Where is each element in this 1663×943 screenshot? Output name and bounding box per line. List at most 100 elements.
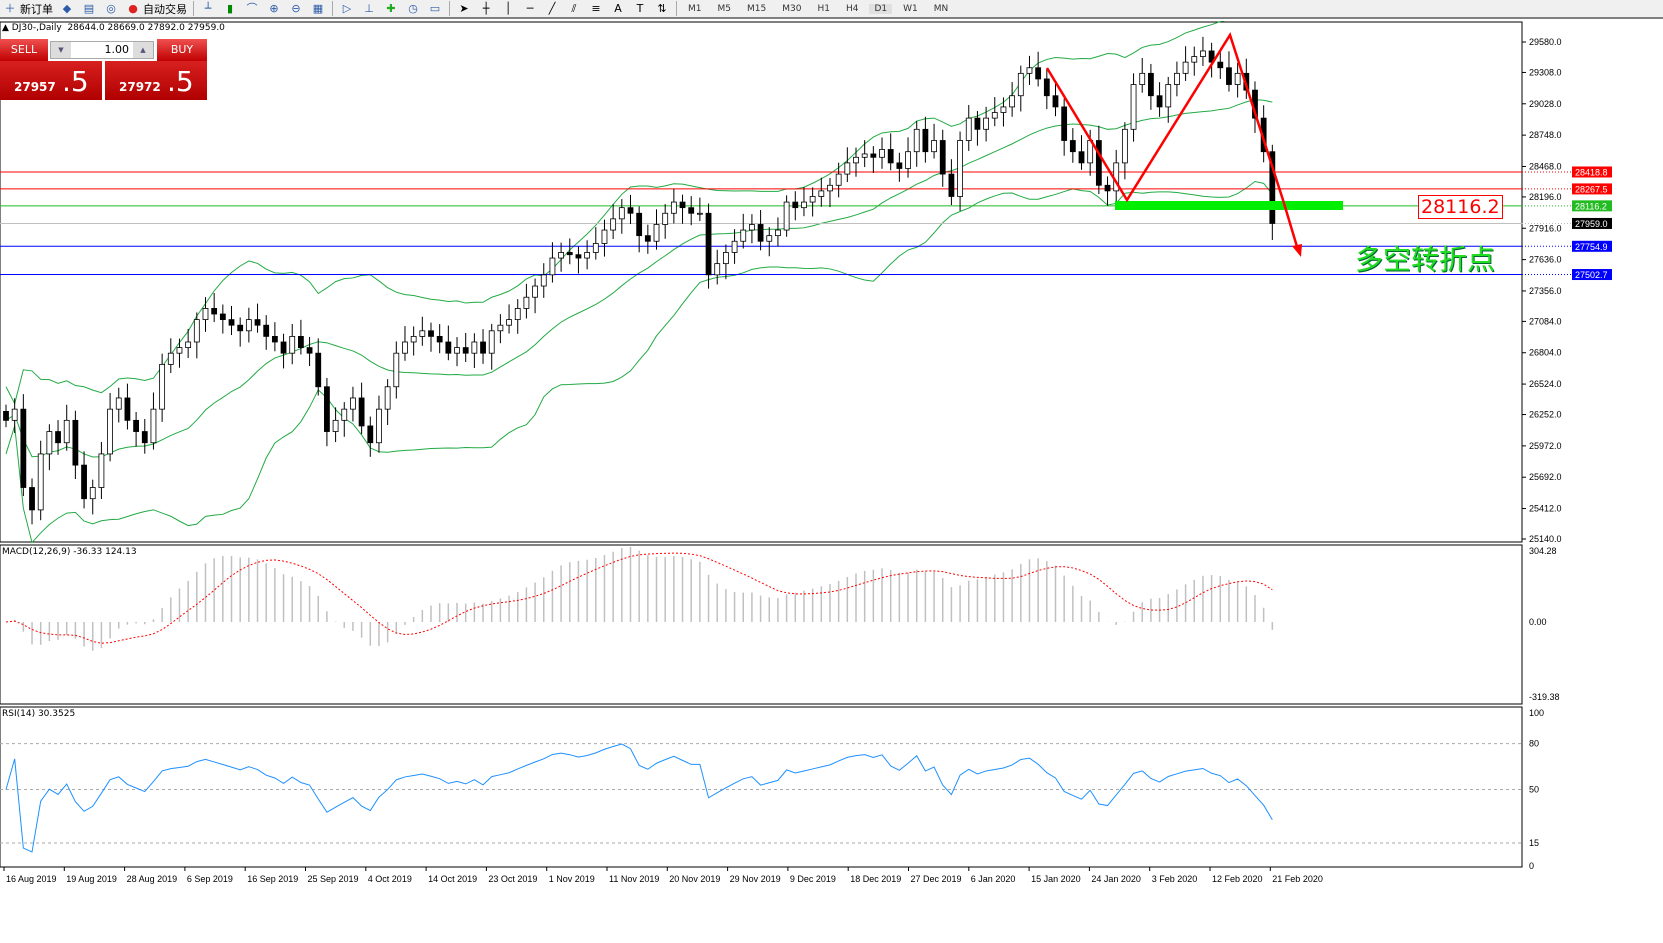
timeframe-m15[interactable]: M15 xyxy=(747,3,767,14)
periods-icon[interactable]: ◷ xyxy=(408,1,418,15)
price-axis-label: 26252.0 xyxy=(1529,410,1562,420)
candle-body xyxy=(1217,61,1224,69)
trendline-icon[interactable]: ╱ xyxy=(548,1,556,15)
candle-body xyxy=(133,419,140,432)
price-axis-label: 29580.0 xyxy=(1529,37,1562,47)
candle-body xyxy=(488,330,495,354)
candle-body xyxy=(991,112,998,119)
buy-button[interactable]: BUY xyxy=(157,39,207,61)
new-order-icon: ＋ xyxy=(4,1,16,15)
candle-body xyxy=(1269,151,1276,224)
price-axis-label: 29308.0 xyxy=(1529,67,1562,77)
vertical-line-icon[interactable]: │ xyxy=(504,1,512,15)
candle-body xyxy=(332,419,339,432)
candle-body xyxy=(185,341,192,348)
candle-body xyxy=(757,224,764,242)
zoom-in-icon[interactable]: ⊕ xyxy=(269,1,279,15)
timeframe-w1[interactable]: W1 xyxy=(903,3,918,14)
date-axis-label: 24 Jan 2020 xyxy=(1091,874,1141,884)
autoscroll-icon[interactable]: ▷ xyxy=(342,1,352,15)
tile-icon[interactable]: ▦ xyxy=(312,1,324,15)
candle-body xyxy=(1121,128,1128,164)
date-axis-label: 27 Dec 2019 xyxy=(911,874,962,884)
candle-body xyxy=(150,408,157,444)
rsi-axis-label: 15 xyxy=(1529,838,1539,848)
price-axis-label: 27916.0 xyxy=(1529,223,1562,233)
timeframe-m5[interactable]: M5 xyxy=(717,3,732,14)
price-level-value: 27502.7 xyxy=(1575,270,1608,280)
zoom-out-icon[interactable]: ⊖ xyxy=(291,1,301,15)
candle-body xyxy=(939,140,946,175)
date-axis-label: 29 Nov 2019 xyxy=(730,874,781,884)
candle-body xyxy=(1234,72,1241,85)
candle-body xyxy=(627,207,634,214)
terminal-icon[interactable]: ▤ xyxy=(83,1,95,15)
candle-body xyxy=(1174,72,1180,85)
crosshair-icon[interactable]: ┼ xyxy=(482,1,490,15)
templates-icon[interactable]: ▭ xyxy=(429,1,441,15)
timeframe-h1[interactable]: H1 xyxy=(817,3,830,14)
candle-body xyxy=(341,408,348,421)
sell-button[interactable]: SELL xyxy=(0,39,48,61)
candle-body xyxy=(801,201,807,209)
candle-body xyxy=(931,140,937,153)
decrease-lot-icon[interactable]: ▼ xyxy=(51,42,71,58)
line-chart-icon[interactable]: ⌒ xyxy=(246,1,258,15)
candlestick-icon[interactable]: ▮ xyxy=(226,1,234,15)
timeframe-mn[interactable]: MN xyxy=(933,3,949,14)
rsi-panel-frame xyxy=(0,706,1523,868)
candle-body xyxy=(1226,67,1232,85)
increase-lot-icon[interactable]: ▲ xyxy=(133,42,153,58)
candle-body xyxy=(835,173,842,186)
symbol-label: DJ30-,Daily xyxy=(11,23,62,33)
auto-trading-button[interactable]: ● 自动交易 xyxy=(125,1,187,17)
timeframe-h4[interactable]: H4 xyxy=(845,3,859,14)
candle-body xyxy=(653,224,660,242)
lot-size-input[interactable]: 1.00 xyxy=(104,43,130,56)
indicators-icon[interactable]: ✚ xyxy=(386,1,396,15)
candle-body xyxy=(749,224,755,231)
pivot-point-text[interactable]: 多空转折点 xyxy=(1355,243,1496,276)
text-label-icon[interactable]: T xyxy=(636,1,644,15)
candle-body xyxy=(141,431,148,444)
pivot-level-label[interactable]: 28116.2 xyxy=(1418,195,1503,219)
candle-body xyxy=(705,212,712,276)
price-chart[interactable]: 29580.0 29308.0 29028.0 28748.0 28468.0 28196… xyxy=(0,21,1663,891)
horizontal-line-icon[interactable]: ─ xyxy=(526,1,534,15)
fibonacci-icon[interactable]: ≡ xyxy=(591,1,601,15)
new-order-button[interactable]: ＋ 新订单 xyxy=(2,1,54,17)
text-icon[interactable]: A xyxy=(614,1,622,15)
candle-body xyxy=(1026,67,1033,74)
candle-body xyxy=(410,335,417,343)
pivot-zone-bar xyxy=(1115,201,1343,210)
candle-body xyxy=(176,347,183,354)
candle-body xyxy=(107,408,113,455)
candle-body xyxy=(1147,72,1154,97)
candle-body xyxy=(98,453,105,488)
date-axis-label: 11 Nov 2019 xyxy=(609,874,659,884)
candle-body xyxy=(384,386,391,410)
price-level-tag xyxy=(1572,269,1612,281)
bar-chart-icon[interactable]: ┴ xyxy=(204,1,212,15)
equidistant-channel-icon[interactable]: ⫽ xyxy=(571,1,577,15)
candle-body xyxy=(644,235,651,242)
signal-icon[interactable]: ◎ xyxy=(106,1,116,15)
candle-body xyxy=(1078,151,1085,164)
timeframe-m1[interactable]: M1 xyxy=(688,3,702,14)
price-axis-label: 25412.0 xyxy=(1529,504,1562,514)
candle-body xyxy=(159,363,166,410)
timeframe-d1[interactable]: D1 xyxy=(869,3,893,14)
arrows-icon[interactable]: ⇅ xyxy=(657,1,667,15)
candle-body xyxy=(1156,95,1163,108)
buy-price[interactable]: 27972 .5 xyxy=(105,61,207,100)
timeframe-m30[interactable]: M30 xyxy=(782,3,802,14)
candle-body xyxy=(696,212,703,215)
candle-body xyxy=(1009,95,1016,108)
history-icon[interactable]: ◆ xyxy=(62,1,72,15)
cursor-icon[interactable]: ➤ xyxy=(459,1,469,15)
sell-price[interactable]: 27957 .5 xyxy=(0,61,102,100)
candle-body xyxy=(714,263,721,276)
chart-shift-icon[interactable]: ⊥ xyxy=(364,1,374,15)
date-axis-label: 21 Feb 2020 xyxy=(1272,874,1323,884)
lot-size-stepper[interactable]: ▼ 1.00 ▲ xyxy=(50,41,154,59)
